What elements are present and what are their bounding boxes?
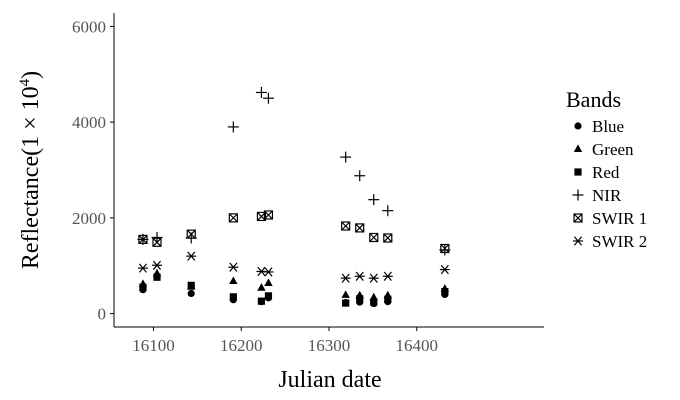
- data-point-nir: [354, 170, 366, 182]
- legend-key-blue: [574, 122, 582, 130]
- data-point-red: [229, 293, 237, 301]
- legend-label-swir-2: SWIR 2: [592, 232, 647, 251]
- data-point-swir-1: [355, 223, 365, 233]
- data-point-red: [370, 298, 378, 306]
- data-point-nir: [340, 151, 352, 163]
- data-point-swir-1: [341, 221, 351, 231]
- data-point-swir-1: [263, 210, 274, 220]
- legend-key-swir-2: [573, 236, 583, 246]
- data-point-swir-2: [382, 271, 393, 281]
- y-tick-label: 6000: [72, 17, 106, 36]
- data-point-red: [187, 281, 195, 289]
- data-point-green: [264, 278, 273, 286]
- legend-label-blue: Blue: [592, 117, 624, 136]
- legend-key-swir-1: [573, 213, 583, 223]
- data-point-red: [153, 273, 161, 281]
- legend-item-blue: Blue: [574, 117, 624, 136]
- x-tick-label: 16100: [132, 336, 175, 355]
- data-point-swir-2: [340, 273, 351, 283]
- y-axis-ticks: 0 2000 4000 6000: [72, 17, 114, 324]
- data-point-nir: [382, 205, 394, 217]
- data-point-green: [369, 292, 378, 301]
- data-point-green: [229, 276, 238, 285]
- legend-label-nir: NIR: [592, 186, 622, 205]
- data-point-swir-2: [228, 262, 239, 272]
- data-point-nir: [368, 194, 380, 206]
- data-point-nir: [262, 92, 274, 104]
- data-point-swir-2: [186, 251, 197, 261]
- legend-key-red: [574, 168, 582, 176]
- x-tick-label: 16200: [220, 336, 263, 355]
- data-point-swir-2: [137, 263, 148, 273]
- data-point-swir-1: [369, 232, 379, 243]
- legend-item-green: Green: [573, 140, 634, 159]
- data-point-red: [342, 299, 350, 307]
- data-point-swir-1: [383, 233, 393, 243]
- data-point-nir: [227, 121, 239, 133]
- x-axis-title: Julian date: [278, 367, 381, 393]
- data-point-green: [257, 283, 266, 291]
- x-axis-ticks: 16100 16200 16300 16400: [132, 327, 438, 355]
- legend-item-swir-2: SWIR 2: [573, 232, 647, 251]
- legend-label-red: Red: [592, 163, 620, 182]
- legend: Bands Blue Green Red NIR SWIR 1 SWIR 2: [566, 87, 647, 251]
- data-point-red: [257, 297, 266, 305]
- data-point-red: [139, 283, 147, 291]
- y-tick-label: 2000: [72, 209, 106, 228]
- data-point-nir: [255, 86, 267, 98]
- legend-label-swir-1: SWIR 1: [592, 209, 647, 228]
- legend-items: Blue Green Red NIR SWIR 1 SWIR 2: [572, 117, 647, 251]
- data-point-green: [341, 290, 350, 298]
- y-tick-label: 0: [98, 305, 107, 324]
- data-point-swir-2: [263, 267, 274, 277]
- data-point-swir-1: [228, 213, 238, 223]
- x-tick-label: 16400: [396, 336, 439, 355]
- y-axis-title-main: Reflectance: [18, 156, 44, 269]
- y-tick-label: 4000: [72, 113, 106, 132]
- y-axis-title-close: ): [18, 71, 44, 79]
- legend-title: Bands: [566, 87, 621, 112]
- y-axis-title-scale: (1 × 10: [18, 86, 44, 156]
- data-point-swir-2: [368, 273, 379, 283]
- data-point-swir-1: [138, 234, 148, 245]
- data-point-swir-1: [152, 237, 162, 247]
- data-point-red: [384, 295, 392, 303]
- legend-key-green: [573, 144, 583, 152]
- data-point-swir-2: [439, 264, 450, 275]
- data-point-red: [441, 287, 449, 296]
- y-axis-title-exponent: 4: [17, 78, 33, 86]
- data-point-swir-2: [354, 271, 365, 281]
- data-points: [137, 86, 451, 308]
- data-point-swir-1: [440, 243, 450, 254]
- x-tick-label: 16300: [308, 336, 351, 355]
- legend-item-nir: NIR: [572, 186, 622, 205]
- legend-item-red: Red: [574, 163, 620, 182]
- legend-label-green: Green: [592, 140, 634, 159]
- data-point-red: [264, 292, 273, 300]
- legend-item-swir-1: SWIR 1: [573, 209, 647, 228]
- legend-key-nir: [572, 189, 584, 201]
- data-point-swir-1: [186, 229, 196, 239]
- data-point-red: [356, 295, 364, 303]
- data-point-nir: [151, 231, 163, 243]
- y-axis-title: Reflectance(1 × 104): [17, 71, 44, 269]
- data-point-swir-2: [152, 260, 162, 270]
- data-point-blue: [187, 289, 195, 298]
